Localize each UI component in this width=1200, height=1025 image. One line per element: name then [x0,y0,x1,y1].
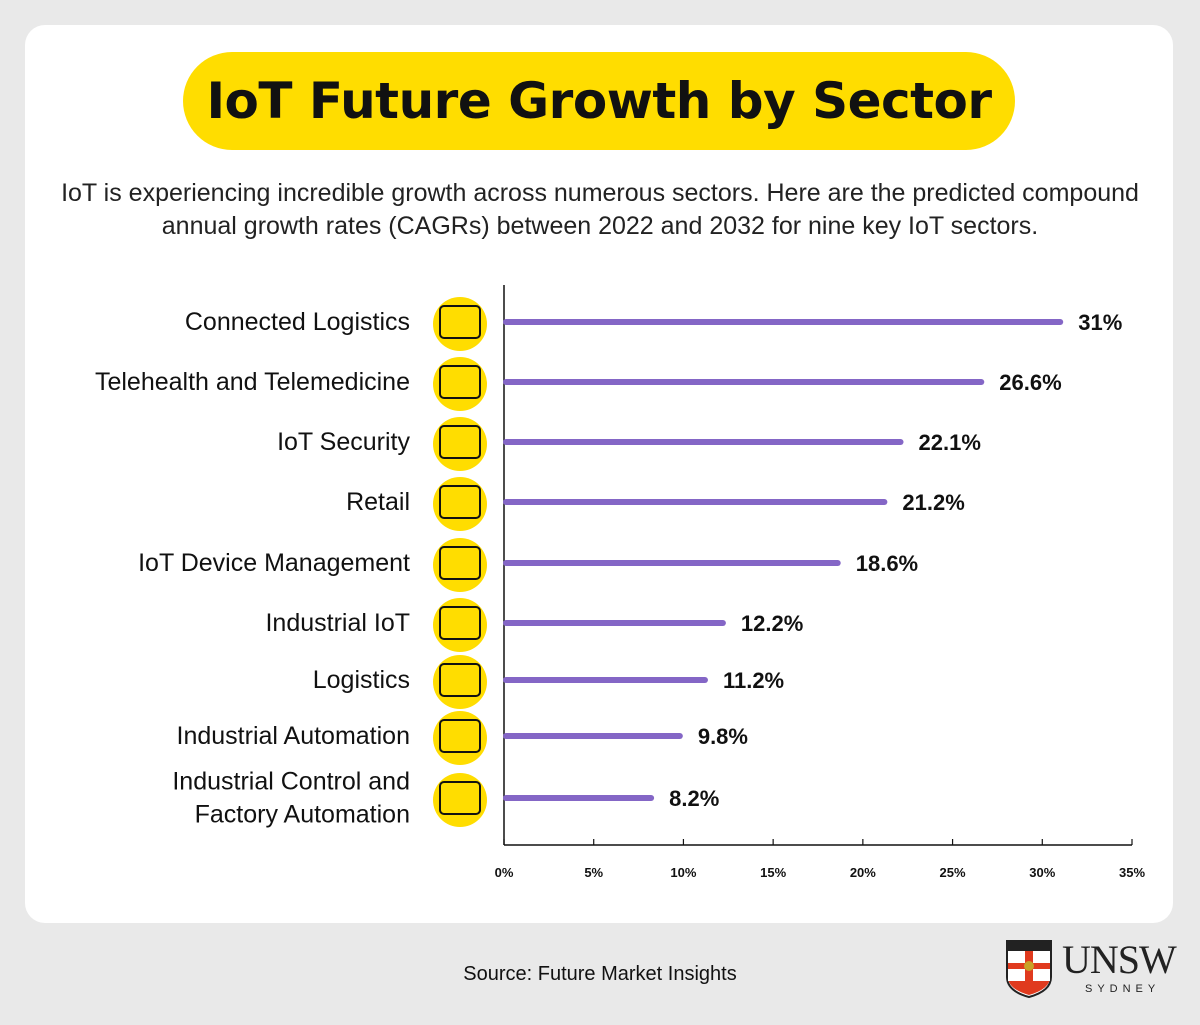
shopping-cart-icon [433,477,487,531]
gear-icon [433,598,487,652]
x-tick-label: 5% [584,865,603,880]
x-tick-label: 25% [940,865,966,880]
x-tick-label: 20% [850,865,876,880]
x-tick-label: 15% [760,865,786,880]
unsw-logo-sub: SYDNEY [1085,983,1161,995]
category-label: Connected Logistics [185,308,410,336]
data-label: 26.6% [999,370,1061,395]
category-label: Industrial Control and Factory Automation [172,768,410,829]
automation-gear-icon [433,711,487,765]
subtitle: IoT is experiencing incredible growth ac… [61,179,1139,240]
category-label: Industrial Automation [177,722,410,750]
category-label: Retail [346,488,410,516]
data-label: 18.6% [856,551,918,576]
data-label: 11.2% [723,668,784,693]
x-tick-label: 30% [1029,865,1055,880]
truck-icon [433,655,487,709]
data-label: 12.2% [741,611,803,636]
category-label: Industrial IoT [265,609,410,637]
gears-icon [433,773,487,827]
data-label: 21.2% [902,490,964,515]
category-label: IoT Security [277,428,410,456]
shield-lock-icon [433,417,487,471]
source: Source: Future Market Insights [463,963,737,985]
x-tick-label: 35% [1119,865,1145,880]
data-label: 9.8% [698,724,748,749]
data-label: 8.2% [669,786,719,811]
x-tick-label: 0% [495,865,514,880]
telehealth-icon [433,357,487,411]
unsw-logo-text: UNSW [1062,937,1177,982]
data-label: 31% [1078,310,1122,335]
logistics-icon [433,297,487,351]
unsw-crest-logo [1006,940,1052,999]
analytics-icon [433,538,487,592]
title-banner: IoT Future Growth by Sector [183,52,1015,150]
card [25,25,1173,923]
title: IoT Future Growth by Sector [206,72,992,130]
category-label: Logistics [313,666,410,694]
category-label: IoT Device Management [138,549,410,577]
category-label: Telehealth and Telemedicine [95,368,410,396]
data-label: 22.1% [919,430,981,455]
x-tick-label: 10% [670,865,696,880]
